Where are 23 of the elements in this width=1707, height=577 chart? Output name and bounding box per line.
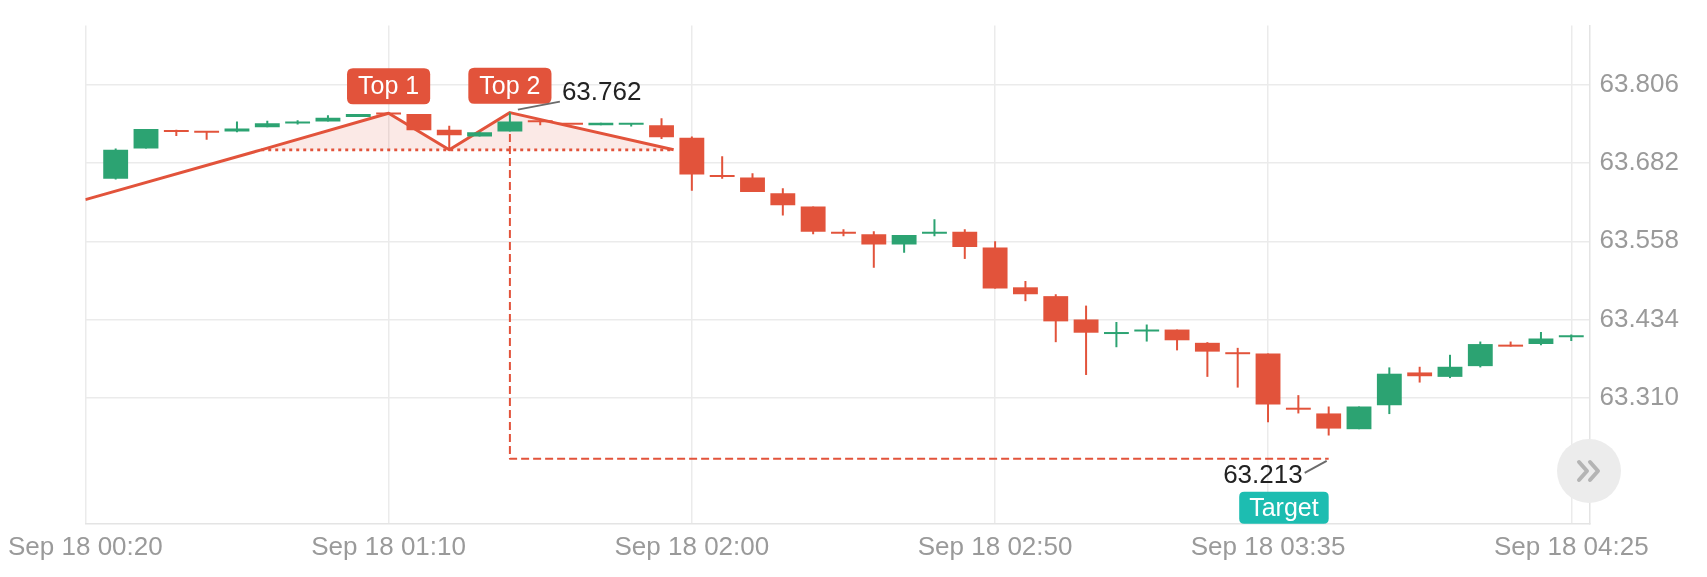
y-tick-label: 63.310 [1599, 380, 1680, 411]
y-tick-label: 63.682 [1599, 146, 1680, 177]
x-tick-label: Sep 18 02:50 [917, 530, 1073, 561]
x-tick-label: Sep 18 00:20 [7, 530, 163, 561]
annotation: Top 1 [358, 71, 420, 100]
candlestick [709, 155, 735, 180]
candlestick [1285, 394, 1311, 415]
x-tick-label: Sep 18 02:00 [614, 530, 770, 561]
annotation: Top 2 [479, 70, 541, 99]
candlestick [1225, 346, 1251, 389]
annotation: 63.762 [561, 75, 642, 106]
y-tick-label: 63.806 [1599, 68, 1680, 99]
x-tick-label: Sep 18 01:10 [311, 530, 466, 561]
y-tick-label: 63.434 [1599, 302, 1680, 333]
candlestick [1194, 341, 1220, 378]
candlestick [1103, 321, 1129, 349]
x-tick-label: Sep 18 04:25 [1493, 530, 1649, 561]
annotation: 63.213 [1223, 459, 1303, 490]
candlestick [861, 230, 887, 269]
y-tick-label: 63.558 [1599, 224, 1680, 255]
annotation: Target [1249, 492, 1319, 521]
candlestick [1012, 280, 1038, 303]
x-tick-label: Sep 18 03:35 [1190, 530, 1346, 561]
